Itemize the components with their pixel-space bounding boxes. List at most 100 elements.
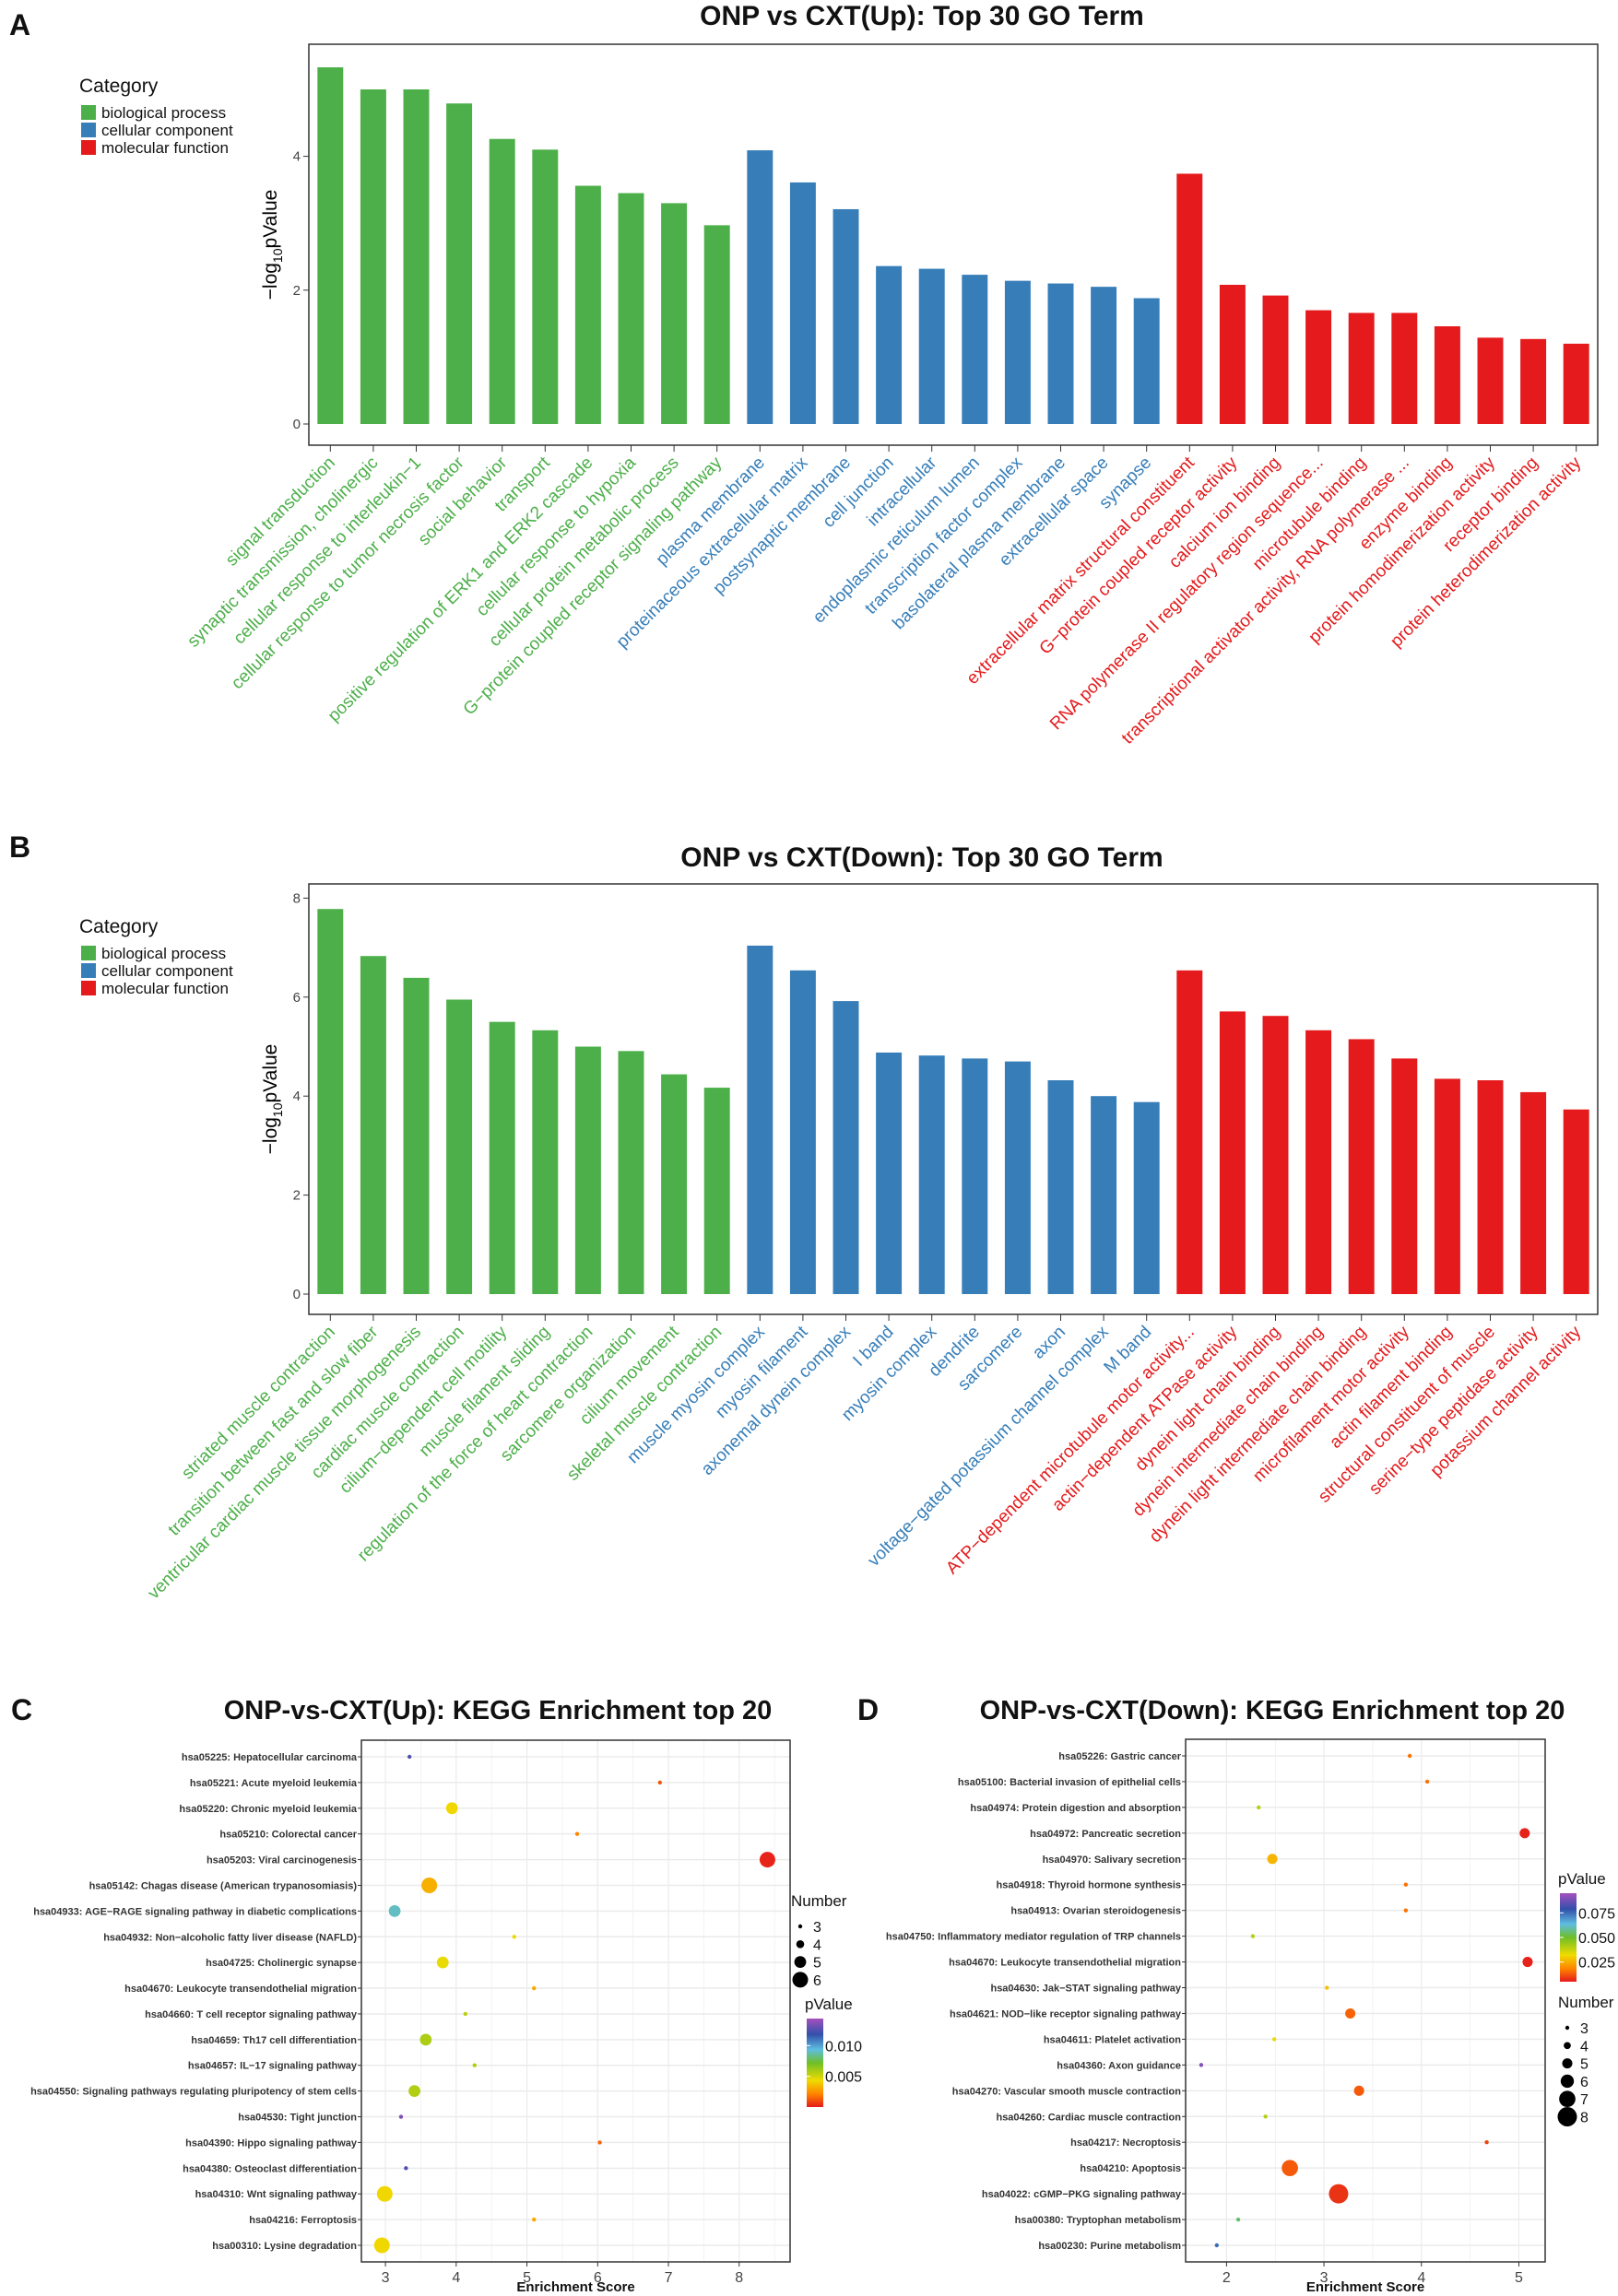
y-axis-label-sub: 10 [270,1102,285,1117]
data-point [759,1852,775,1868]
pathway-label: hsa04621: NOD−like receptor signaling pa… [950,2008,1182,2019]
pathway-label: hsa05203: Viral carcinogenesis [207,1855,357,1866]
data-point [407,1754,412,1760]
bar [747,150,774,425]
bar [918,268,945,424]
bar [1563,1109,1589,1294]
bar [661,1074,688,1294]
legend-entry: cellular component [101,962,233,980]
pathway-label: hsa04380: Osteoclast differentiation [183,2163,357,2174]
data-point [436,1956,449,1969]
data-point [1281,2160,1298,2176]
x-tick-label: 5 [1515,2270,1523,2286]
bar [747,945,774,1294]
pathway-label: hsa05221: Acute myeloid leukemia [190,1778,358,1789]
y-axis-label-prefix: −log [260,263,281,300]
size-legend-title: Number [791,1892,847,1910]
bar [833,1001,859,1294]
bar [833,208,859,424]
y-axis-label-suffix: pValue [260,1044,281,1103]
size-legend-title: Number [1558,1994,1614,2011]
legend-swatch [81,105,96,120]
pathway-label: hsa04022: cGMP−PKG signaling pathway [982,2189,1182,2200]
legend-entry: molecular function [101,139,229,157]
size-legend-dot [1559,2090,1576,2108]
colorbar [1560,1893,1577,1982]
data-point [1484,2140,1489,2145]
pathway-label: hsa04360: Axon guidance [1057,2060,1181,2071]
chart-title: ONP-vs-CXT(Down): KEGG Enrichment top 20 [980,1696,1565,1725]
data-point [1519,1828,1530,1839]
data-point [472,2063,477,2067]
pathway-label: hsa04974: Protein digestion and absorpti… [970,1803,1181,1814]
bar [446,999,473,1294]
pathway-label: hsa04310: Wnt signaling pathway [195,2189,358,2200]
legend-title: Category [79,916,159,937]
y-tick-label: 8 [293,890,301,906]
x-tick-label: 6 [594,2270,602,2286]
bar [1219,1011,1246,1294]
bar [1520,338,1547,424]
bar [1004,280,1031,424]
bar [489,138,515,424]
x-tick-label: 3 [1320,2270,1329,2286]
size-legend-dot [1564,2042,1571,2050]
colorbar-label: 0.005 [825,2070,862,2086]
size-legend-dot [1560,2074,1575,2089]
size-legend-dot [1557,2107,1577,2126]
bar [403,977,430,1294]
pathway-label: hsa05225: Hepatocellular carcinoma [182,1752,358,1763]
bar [876,265,903,424]
x-axis-label: Enrichment Score [1306,2279,1424,2295]
data-point [512,1935,516,1939]
pathway-label: hsa04670: Leukocyte transendothelial mig… [124,1984,357,1995]
bar [1348,312,1375,424]
y-tick-label: 0 [293,1287,301,1302]
plot-background [361,1740,790,2262]
data-point [1407,1753,1412,1759]
data-point [1271,2037,1277,2042]
pathway-label: hsa04550: Signaling pathways regulating … [30,2087,357,2098]
data-point [1522,1957,1533,1968]
size-legend-dot [1565,2025,1570,2031]
y-axis-label: −log10pValue [260,1044,285,1155]
bar [1176,173,1203,424]
chart-title: ONP vs CXT(Up): Top 30 GO Term [700,1,1144,31]
data-point [1199,2063,1204,2067]
pathway-label: hsa04670: Leukocyte transendothelial mig… [949,1958,1181,1969]
colorbar-label: 0.010 [825,2039,862,2055]
bar [1477,1080,1504,1294]
pathway-label: hsa05100: Bacterial invasion of epitheli… [958,1777,1181,1788]
bar [618,1051,644,1294]
colorbar [807,2019,823,2107]
panel-letter-a: A [9,8,30,41]
data-point [1263,2114,1268,2119]
bar [532,149,559,424]
chart-title: ONP-vs-CXT(Up): KEGG Enrichment top 20 [224,1696,773,1725]
legend-title: Category [79,76,159,97]
x-tick-label: 7 [665,2270,673,2286]
size-legend-label: 6 [813,1973,821,1989]
pathway-label: hsa05142: Chagas disease (American trypa… [89,1880,358,1891]
pathway-label: hsa04630: Jak−STAT signaling pathway [990,1984,1181,1995]
pathway-label: hsa00310: Lysine degradation [212,2241,357,2252]
bar [1047,1080,1074,1294]
plot-frame [308,43,1599,446]
bar [360,956,386,1294]
data-point [398,2114,404,2119]
y-tick-label: 6 [293,990,301,1006]
pathway-label: hsa04932: Non−alcoholic fatty liver dise… [103,1932,357,1943]
y-tick-label: 0 [293,417,301,432]
data-point [1329,2184,1349,2204]
y-axis-label-sub: 10 [270,248,285,263]
y-tick-label: 4 [293,1089,301,1104]
pathway-label: hsa04970: Salivary secretion [1043,1854,1182,1866]
y-axis-label-suffix: pValue [260,190,281,249]
x-tick-label: synaptic transmission, cholinergic [183,453,382,652]
panel-letter-c: C [11,1693,32,1726]
y-tick-label: 2 [293,1188,301,1204]
legend-entry: cellular component [101,122,233,139]
data-point [532,1985,537,1991]
data-point [1424,1779,1430,1784]
